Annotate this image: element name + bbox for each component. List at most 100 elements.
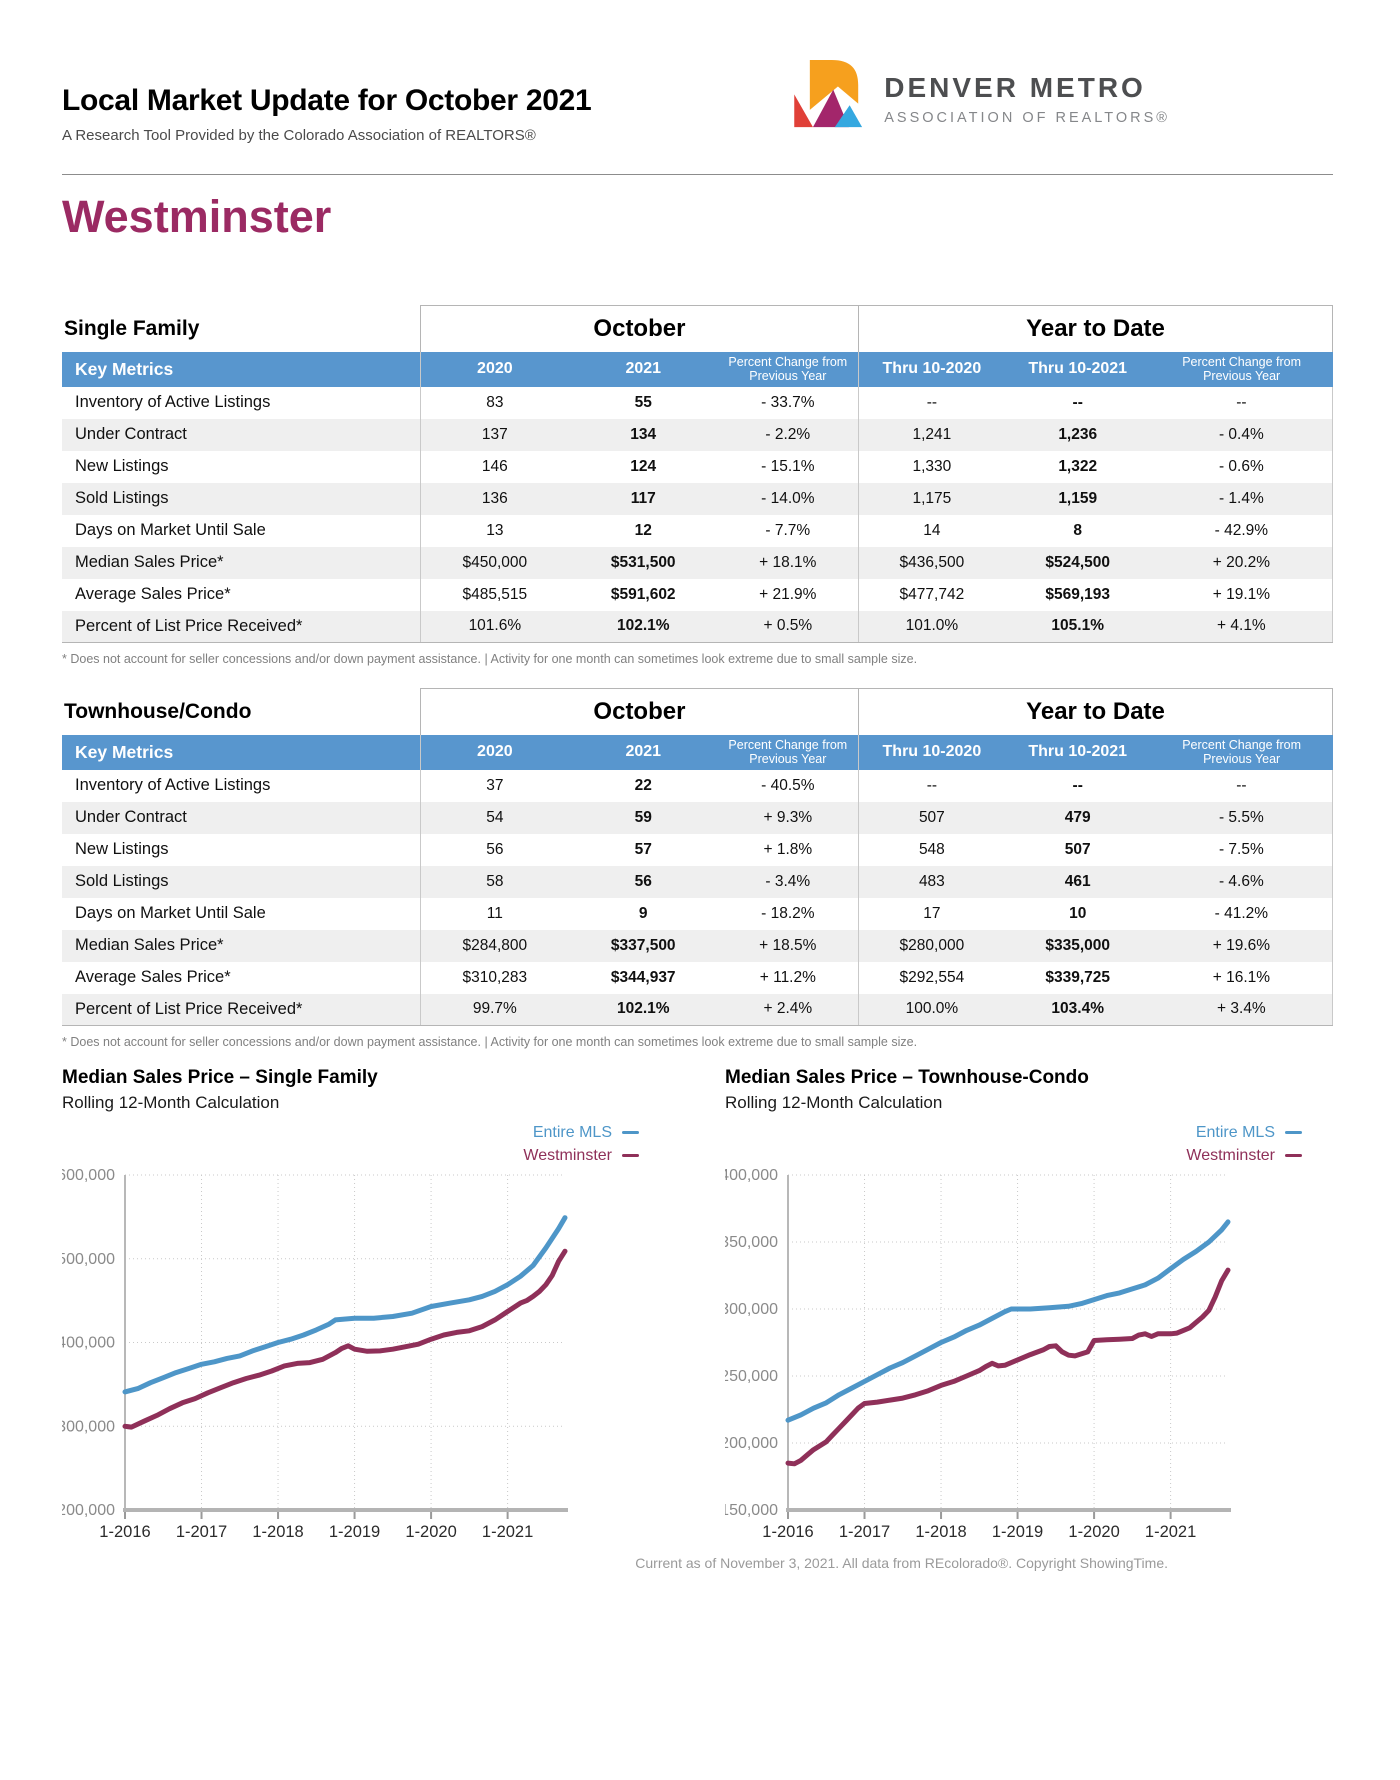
table-row: Average Sales Price* $310,283 $344,937 + 11… <box>62 961 1333 994</box>
line-chart-single-family: $200,000 $300,000 $400,000 $500,000 $600,000… <box>62 1167 568 1541</box>
svg-text:1-2016: 1-2016 <box>762 1523 813 1541</box>
header-divider <box>62 174 1333 175</box>
value-cell: -- <box>858 386 1005 419</box>
table-row: Average Sales Price* $485,515 $591,602 + 21… <box>62 578 1333 611</box>
metric-name-cell: New Listings <box>75 457 169 475</box>
group-header-october: October <box>419 688 860 735</box>
value-cell: - 4.6% <box>1150 865 1333 898</box>
svg-text:$400,000: $400,000 <box>725 1167 778 1184</box>
value-cell: 136 <box>419 482 569 515</box>
section-label: Townhouse/Condo <box>64 699 252 723</box>
value-cell: 56 <box>419 833 569 866</box>
svg-text:$200,000: $200,000 <box>725 1435 778 1452</box>
metric-name-cell: Inventory of Active Listings <box>75 776 271 794</box>
value-cell: 134 <box>630 425 657 443</box>
table-row: Under Contract 54 59 + 9.3% 507 479 - 5.5% <box>62 801 1333 834</box>
table-row: Percent of List Price Received* 101.6% 102… <box>62 610 1333 643</box>
legend-dash-icon <box>622 1154 639 1158</box>
chart-title: Median Sales Price – Townhouse-Condo <box>725 1067 1089 1088</box>
value-cell: -- <box>1150 386 1333 419</box>
value-cell: - 7.7% <box>765 521 811 539</box>
metric-name-cell: Sold Listings <box>75 872 169 890</box>
column-header-pct-change: Percent Change from Previous Year <box>1182 354 1302 383</box>
metric-name-cell: Inventory of Active Listings <box>75 393 271 411</box>
table-row: Inventory of Active Listings 83 55 - 33.7% -… <box>62 386 1333 419</box>
value-cell: 11 <box>419 897 569 930</box>
column-header-thru-2021: Thru 10-2021 <box>1028 360 1128 377</box>
value-cell: -- <box>1072 393 1083 411</box>
value-cell: + 21.9% <box>759 585 817 603</box>
charts-section: Median Sales Price – Single Family Rolli… <box>62 1067 1333 1549</box>
column-header-pct-change: Percent Change from Previous Year <box>728 354 848 383</box>
value-cell: - 15.1% <box>761 457 815 475</box>
value-cell: 103.4% <box>1004 993 1151 1026</box>
svg-text:1-2017: 1-2017 <box>839 1523 890 1541</box>
value-cell: 1,322 <box>1058 457 1098 475</box>
document-footer: Current as of November 3, 2021. All data… <box>635 1555 1168 1571</box>
document-title: Local Market Update for October 2021 <box>62 84 592 117</box>
value-cell: $344,937 <box>610 968 676 986</box>
value-cell: 9 <box>638 904 648 922</box>
svg-text:1-2020: 1-2020 <box>405 1523 456 1541</box>
value-cell: $339,725 <box>1045 968 1111 986</box>
table-column-header-row: Key Metrics 2020 2021 Percent Change fro… <box>62 734 1333 770</box>
value-cell: 483 <box>858 865 1005 898</box>
value-cell: $591,602 <box>610 585 676 603</box>
table-row: Days on Market Until Sale 11 9 - 18.2% 17 10 -… <box>62 897 1333 930</box>
legend-label: Westminster <box>1186 1147 1275 1164</box>
legend-item-entire-mls: Entire MLS <box>725 1121 1302 1144</box>
value-cell: $337,500 <box>610 936 676 954</box>
chart-subtitle: Rolling 12-Month Calculation <box>725 1093 943 1112</box>
column-header-pct-change: Percent Change from Previous Year <box>728 737 848 766</box>
value-cell: 22 <box>634 776 652 794</box>
value-cell: 8 <box>1073 521 1083 539</box>
svg-text:1-2016: 1-2016 <box>99 1523 150 1541</box>
value-cell: $524,500 <box>1045 553 1111 571</box>
chart-townhouse-condo: Median Sales Price – Townhouse-Condo Rol… <box>725 1067 1333 1549</box>
value-cell: + 19.1% <box>1150 578 1333 611</box>
table-footnote: * Does not account for seller concession… <box>62 1035 918 1049</box>
value-cell: -- <box>1150 769 1333 802</box>
value-cell: - 42.9% <box>1150 514 1333 547</box>
table-row: Median Sales Price* $450,000 $531,500 + 18.… <box>62 546 1333 579</box>
value-cell: 102.1% <box>568 610 718 643</box>
value-cell: 124 <box>630 457 657 475</box>
value-cell: 13 <box>419 514 569 547</box>
single-family-table: Single Family October Year to Date Key M… <box>62 305 1333 643</box>
value-cell: 17 <box>858 897 1005 930</box>
value-cell: $292,554 <box>858 961 1005 994</box>
value-cell: - 7.5% <box>1150 833 1333 866</box>
value-cell: - 18.2% <box>761 904 815 922</box>
value-cell: -- <box>1072 776 1083 794</box>
legend-dash-icon <box>1285 1154 1302 1158</box>
value-cell: 1,330 <box>858 450 1005 483</box>
value-cell: 99.7% <box>419 993 569 1026</box>
value-cell: 83 <box>419 386 569 419</box>
logo-text: DENVER METRO ASSOCIATION OF REALTORS® <box>884 72 1170 126</box>
table-footnote: * Does not account for seller concession… <box>62 652 918 666</box>
column-header-2020: 2020 <box>419 734 569 770</box>
column-header-thru-2020: Thru 10-2020 <box>858 351 1005 387</box>
group-header-october: October <box>419 305 860 352</box>
metric-name-cell: Percent of List Price Received* <box>62 610 421 643</box>
value-cell: 548 <box>858 833 1005 866</box>
townhouse-condo-table-section: Townhouse/Condo October Year to Date Key… <box>62 688 1333 1049</box>
svg-text:$400,000: $400,000 <box>62 1335 115 1352</box>
legend-dash-icon <box>622 1131 639 1135</box>
metric-name-cell: New Listings <box>75 840 169 858</box>
column-header-pct-change: Percent Change from Previous Year <box>1182 737 1302 766</box>
chart-subtitle: Rolling 12-Month Calculation <box>62 1093 280 1112</box>
value-cell: $436,500 <box>858 546 1005 579</box>
value-cell: 54 <box>419 801 569 834</box>
value-cell: 101.0% <box>858 610 1005 643</box>
metric-name-cell: Under Contract <box>75 425 187 443</box>
value-cell: + 1.8% <box>763 840 813 858</box>
single-family-table-section: Single Family October Year to Date Key M… <box>62 305 1333 666</box>
value-cell: 37 <box>419 769 569 802</box>
chart-legend: Entire MLS Westminster <box>725 1121 1333 1167</box>
value-cell: + 4.1% <box>1150 610 1333 643</box>
column-header-key-metrics: Key Metrics <box>75 741 174 762</box>
svg-text:$300,000: $300,000 <box>62 1418 115 1435</box>
value-cell: 117 <box>630 489 656 507</box>
city-title: Westminster <box>62 191 332 242</box>
